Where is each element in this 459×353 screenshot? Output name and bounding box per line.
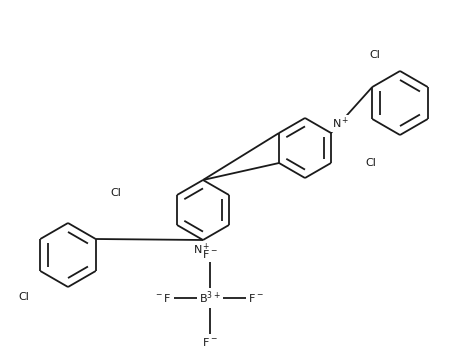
Text: F$^-$: F$^-$ xyxy=(202,336,218,348)
Text: F$^-$: F$^-$ xyxy=(248,292,263,304)
Text: Cl: Cl xyxy=(369,50,381,60)
Text: $^-$F: $^-$F xyxy=(154,292,172,304)
Text: Cl: Cl xyxy=(365,158,376,168)
Text: N$^+$: N$^+$ xyxy=(193,242,211,257)
Text: B$^{3+}$: B$^{3+}$ xyxy=(199,290,221,306)
Text: N$^+$: N$^+$ xyxy=(332,116,350,131)
Text: Cl: Cl xyxy=(110,188,121,198)
Text: Cl: Cl xyxy=(18,292,29,302)
Text: F$^-$: F$^-$ xyxy=(202,248,218,260)
